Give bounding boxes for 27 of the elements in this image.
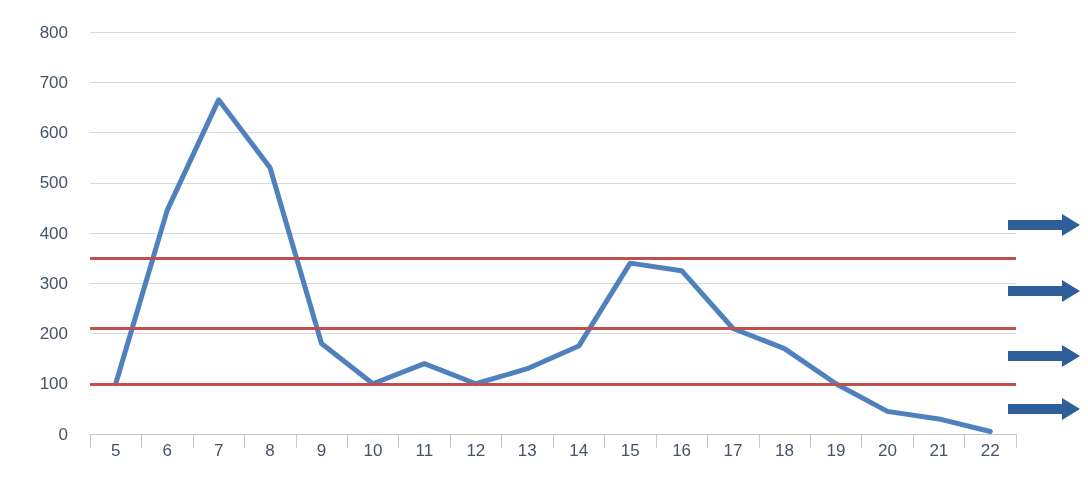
y-tick-label: 500 [39,173,68,193]
x-tick-label: 7 [213,441,224,460]
y-tick-label: 200 [39,324,68,343]
x-tick-label: 9 [316,441,327,460]
y-tick-label: 700 [39,72,68,92]
x-tick-label: 8 [265,441,275,460]
y-tick-label: 100 [39,374,68,394]
x-tick-label: 6 [162,441,172,460]
y-tick-label: 300 [39,273,68,293]
x-tick-label: 14 [569,441,589,460]
x-tick-label: 16 [672,441,692,460]
y-tick-label: 600 [39,123,68,142]
x-tick-label: 22 [980,441,1000,460]
y-tick-label: 400 [39,223,68,243]
y-tick-label: 800 [39,22,68,42]
x-tick-label: 15 [620,441,640,460]
x-tick-label: 21 [929,441,949,460]
x-tick-label: 17 [723,441,743,460]
x-tick-label: 12 [466,441,486,460]
x-tick-label: 11 [415,441,434,460]
x-tick-label: 20 [877,441,897,460]
x-tick-label: 5 [110,441,121,460]
y-tick-label: 0 [58,424,68,444]
x-tick-label: 19 [826,441,846,460]
x-tick-label: 13 [517,441,537,460]
x-tick-label: 10 [363,441,383,460]
x-tick-label: 18 [775,441,794,460]
